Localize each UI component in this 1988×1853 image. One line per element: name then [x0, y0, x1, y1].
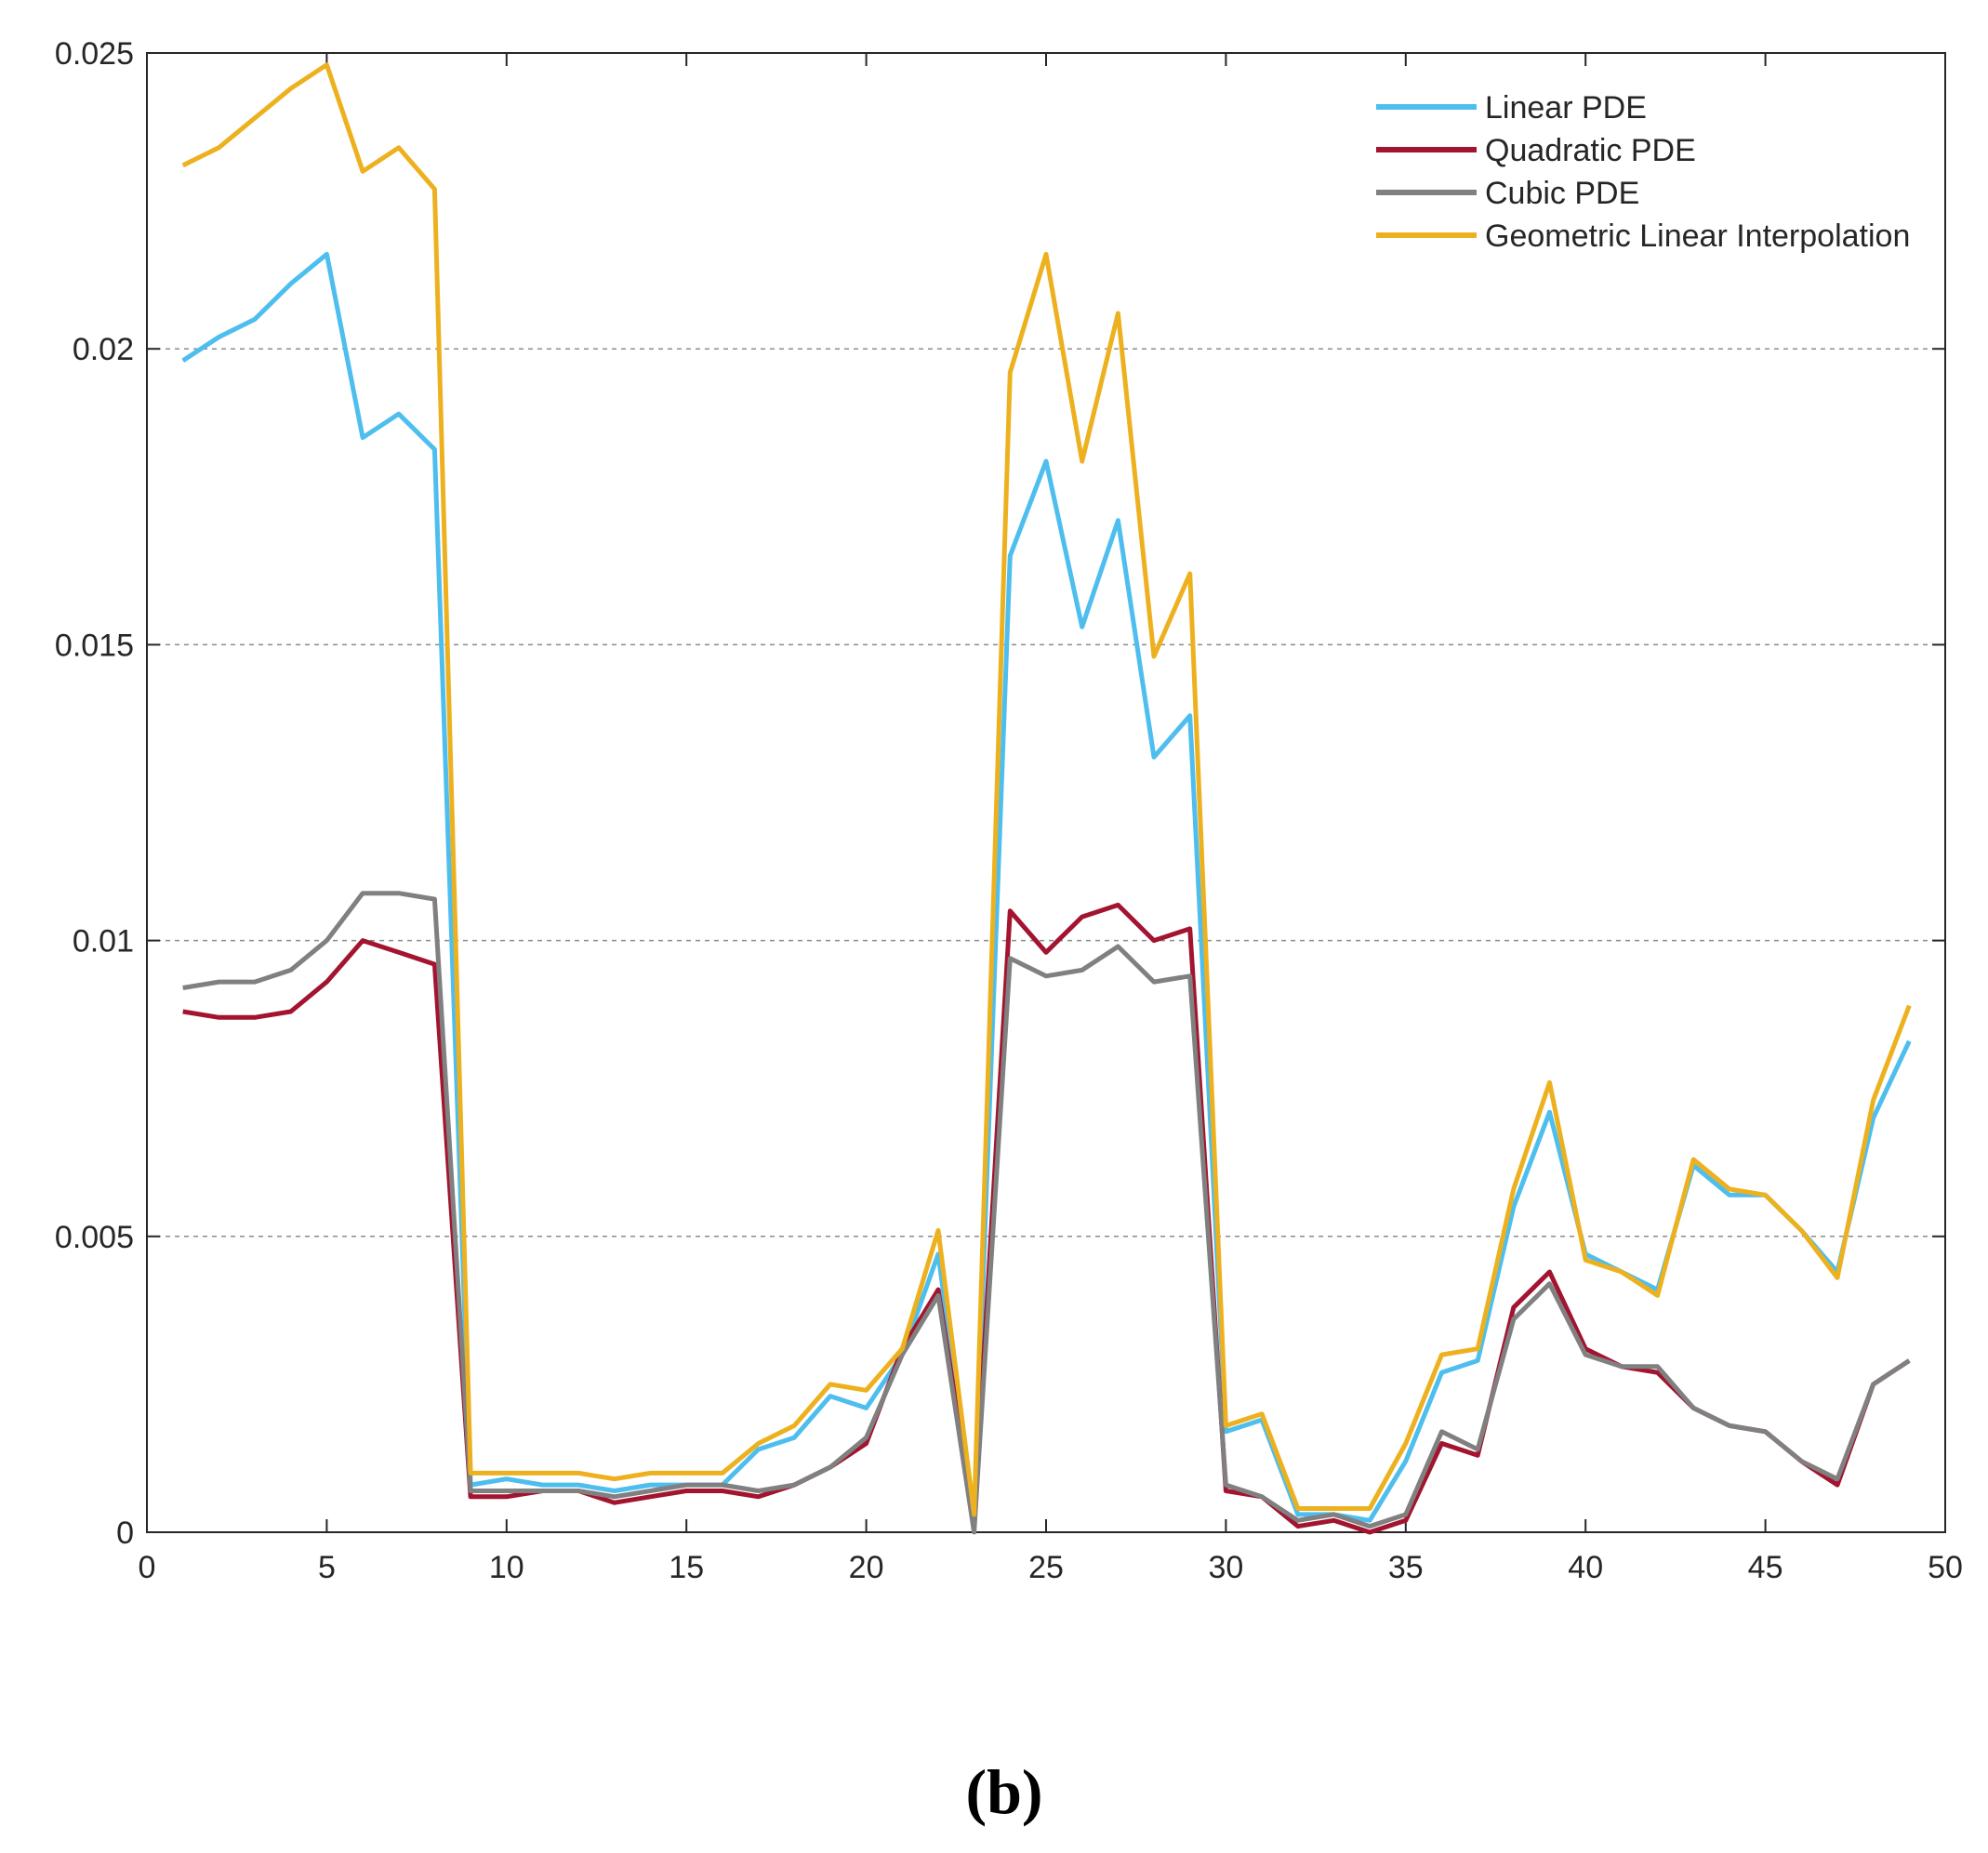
x-tick-label: 45 [1748, 1550, 1783, 1585]
x-tick-label: 10 [489, 1550, 524, 1585]
figure-caption: (b) [965, 1756, 1042, 1827]
plot-area-frame [146, 52, 1946, 1533]
series-line-geometric-linear-interpolation [181, 62, 1912, 1517]
axes-box [146, 52, 1946, 1533]
x-tick-label: 35 [1388, 1550, 1424, 1585]
x-tick-label: 5 [318, 1550, 336, 1585]
y-tick-label: 0.015 [55, 628, 134, 663]
x-tick-label: 50 [1928, 1550, 1963, 1585]
x-tick-label: 40 [1568, 1550, 1603, 1585]
legend-label-cubic-pde: Cubic PDE [1485, 176, 1639, 211]
y-tick-label: 0 [116, 1515, 134, 1551]
legend-label-quadratic-pde: Quadratic PDE [1485, 133, 1696, 168]
x-axis: 0 5 10 15 20 25 30 35 40 45 50 [139, 53, 1963, 1585]
x-tick-label: 25 [1028, 1550, 1064, 1585]
x-tick-label: 0 [139, 1550, 156, 1585]
series-line-cubic-pde [182, 891, 1911, 1535]
legend-label-geometric-linear-interpolation: Geometric Linear Interpolation [1485, 218, 1910, 254]
x-tick-label: 20 [849, 1550, 884, 1585]
y-tick-label: 0.025 [55, 36, 134, 72]
legend-label-linear-pde: Linear PDE [1485, 90, 1647, 126]
x-tick-label: 15 [669, 1550, 704, 1585]
legend: Linear PDE Quadratic PDE Cubic PDE Geometri… [1376, 90, 1910, 254]
y-tick-label: 0.005 [55, 1220, 134, 1255]
y-axis: 0 0.005 0.01 0.015 0.02 0.025 [55, 36, 1945, 1551]
x-tick-label: 30 [1208, 1550, 1243, 1585]
y-tick-label: 0.01 [73, 924, 134, 960]
y-tick-label: 0.02 [73, 332, 134, 367]
grid-lines [147, 348, 1945, 1238]
series-lines [181, 62, 1912, 1535]
